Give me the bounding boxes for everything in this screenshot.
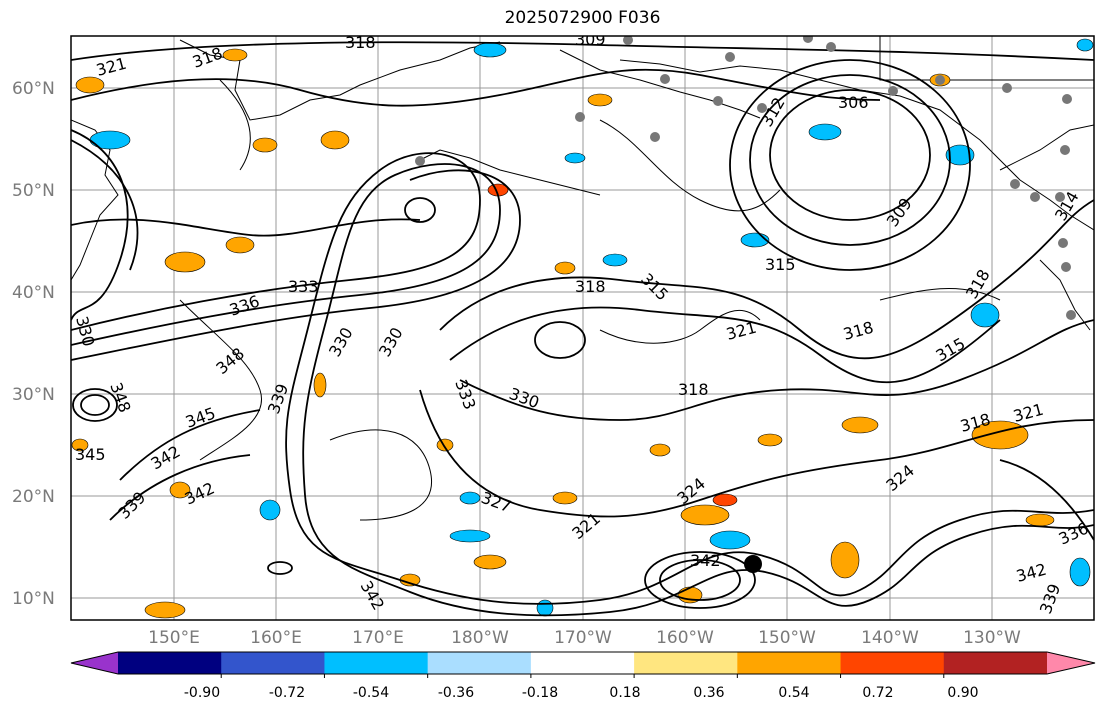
- colorbar-tick-label: -0.54: [353, 685, 389, 701]
- lon-label: 170°E: [352, 628, 404, 648]
- lat-label: 60°N: [12, 79, 55, 99]
- lat-label: 10°N: [12, 589, 55, 609]
- colorbar-tick-label: -0.90: [184, 685, 220, 701]
- colorbar-tick-label: 0.18: [609, 685, 640, 701]
- colorbar-outline: [70, 651, 1096, 675]
- colorbar-segment: [118, 652, 222, 674]
- colorbar-segment: [943, 652, 1048, 674]
- lon-label: 160°E: [250, 628, 302, 648]
- lat-label: 50°N: [12, 181, 55, 201]
- contour-lines: [71, 41, 1094, 617]
- cyclone-marker: [744, 555, 762, 573]
- lat-label: 40°N: [12, 283, 55, 303]
- contour-label: 342: [690, 551, 721, 570]
- graticule: [71, 36, 1094, 620]
- longitude-labels: 150°E 160°E 170°E 180°W 170°W 160°W 150°…: [148, 628, 1021, 648]
- lon-label: 150°E: [148, 628, 200, 648]
- colorbar: [70, 651, 1096, 678]
- contour-label: 318: [678, 380, 709, 399]
- colorbar-tick-labels: -0.90 -0.72 -0.54 -0.36 -0.18 0.18 0.36 …: [184, 685, 979, 701]
- colorbar-extend-high: [1047, 652, 1095, 674]
- lon-label: 140°W: [861, 628, 919, 648]
- colorbar-tick-label: 0.54: [778, 685, 809, 701]
- coastlines: [71, 36, 1094, 331]
- station-markers: [415, 36, 1076, 320]
- contour-label: 309: [575, 30, 606, 49]
- colorbar-tick-label: 0.72: [862, 685, 893, 701]
- lat-label: 30°N: [12, 385, 55, 405]
- colorbar-segment: [634, 652, 738, 674]
- latitude-labels: 60°N 50°N 40°N 30°N 20°N 10°N: [12, 79, 55, 609]
- colorbar-segment: [221, 652, 325, 674]
- colorbar-extend-low: [71, 652, 118, 674]
- colorbar-segment: [737, 652, 842, 674]
- thin-contour-lines: [179, 79, 1001, 521]
- contour-label: 318: [575, 277, 606, 296]
- colorbar-segment: [427, 652, 532, 674]
- colorbar-segment: [840, 652, 945, 674]
- colorbar-tick-label: 0.90: [947, 685, 978, 701]
- contour-label: 345: [75, 445, 106, 464]
- lon-label: 150°W: [758, 628, 816, 648]
- lat-label: 20°N: [12, 487, 55, 507]
- colorbar-segment: [530, 652, 635, 674]
- contour-label: 315: [765, 255, 796, 274]
- colorbar-segment: [324, 652, 429, 674]
- colorbar-tick-label: -0.72: [269, 685, 305, 701]
- lon-label: 160°W: [656, 628, 714, 648]
- lon-label: 170°W: [554, 628, 612, 648]
- colorbar-tick-label: -0.18: [522, 685, 558, 701]
- lon-label: 130°W: [963, 628, 1021, 648]
- contour-label: 306: [838, 93, 869, 112]
- map-frame: [70, 35, 1095, 621]
- lon-label: 180°W: [451, 628, 509, 648]
- contour-label: 333: [288, 277, 319, 296]
- map-title: 2025072900 F036: [504, 8, 661, 28]
- contour-label: 318: [345, 33, 376, 52]
- colorbar-tick-label: 0.36: [693, 685, 724, 701]
- colorbar-tick-label: -0.36: [438, 685, 474, 701]
